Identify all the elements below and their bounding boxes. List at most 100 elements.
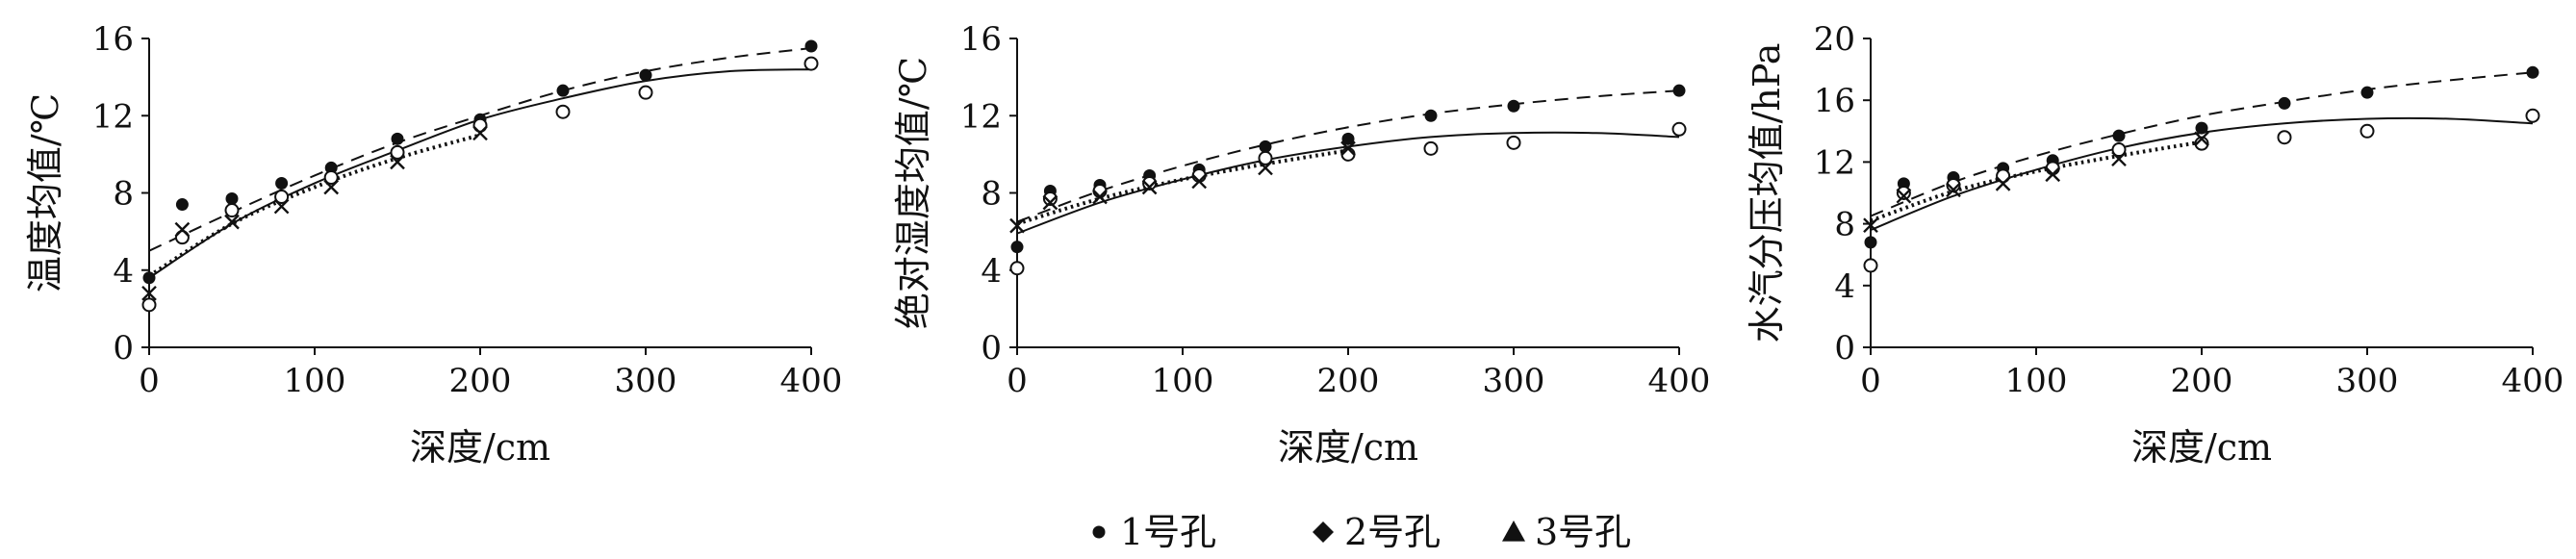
y-tick-label: 0 [113,329,134,368]
data-point-cross [174,221,191,238]
trend-line-dashed [148,47,812,252]
data-point-filled-circle [275,176,289,190]
trend-line-dotted [147,133,481,278]
x-tick-label: 300 [615,362,677,400]
data-point-open-circle [803,56,819,71]
data-point-filled-circle [639,68,652,82]
data-point-filled-circle [324,161,338,174]
y-tick-label: 4 [1834,267,1855,306]
x-tick-label: 100 [1152,362,1214,400]
x-tick-label: 0 [1860,362,1881,400]
legend-label: 2号孔 [1344,511,1441,553]
data-point-open-circle [323,169,339,185]
data-point-cross [472,125,488,141]
data-point-cross [390,154,405,170]
data-point-open-circle [141,297,157,313]
x-tick-label: 200 [2171,362,2233,400]
y-tick-label: 12 [960,97,1002,136]
data-point-open-circle [1671,121,1687,137]
y-tick-label: 16 [1814,82,1855,120]
legend-label: 3号孔 [1535,511,1631,553]
data-point-open-circle [555,104,571,119]
chart-panel-3: 0 100 200 300 400 0 4 8 12 16 20 深度/cm 水汽分压均值/hPa [1746,20,2563,469]
data-point-cross [1092,189,1108,205]
data-point-open-circle [1042,191,1058,207]
legend-item: 1号孔 [1092,511,1216,553]
data-point-cross [323,179,340,195]
x-tick-label: 400 [1648,362,1711,400]
data-point-open-circle [1863,258,1878,273]
y-tick-label: 16 [960,20,1002,59]
data-point-filled-circle [391,132,404,145]
data-point-open-circle [1423,140,1439,156]
y-tick-label: 8 [1834,206,1855,244]
data-point-cross [1141,179,1158,195]
data-point-filled-circle [1672,84,1686,97]
data-point-cross [2111,151,2127,167]
x-tick-label: 0 [1007,362,1028,400]
data-point-cross [224,214,240,230]
trend-line-dotted [1016,148,1349,226]
trend-line-solid [148,68,812,279]
data-point-cross [2045,166,2061,183]
data-point-cross [1258,160,1273,176]
x-tick-label: 300 [1483,362,1545,400]
y-tick-label: 8 [981,175,1002,214]
data-point-filled-circle [1259,140,1272,153]
x-tick-label: 100 [284,362,346,400]
y-tick-label: 8 [113,175,134,214]
chart-panel-1: 0 100 200 300 400 0 4 8 12 16 深度/cm 温度均值/℃ [24,20,842,469]
x-axis-title: 深度/cm [410,426,550,469]
data-point-open-circle [2277,130,2292,145]
data-point-filled-circle [556,84,570,97]
data-point-cross [141,285,157,301]
data-point-cross [1946,182,1961,198]
legend-marker-filled-circle [1092,525,1106,539]
data-point-filled-circle [225,192,239,206]
y-axis-title: 绝对湿度均值/℃ [892,57,934,329]
y-tick-label: 20 [1814,20,1855,59]
data-point-filled-circle [2360,86,2374,99]
x-tick-label: 300 [2336,362,2399,400]
y-tick-label: 0 [1834,329,1855,368]
legend-label: 1号孔 [1120,511,1216,553]
data-point-filled-circle [2278,96,2291,110]
y-tick-label: 4 [981,252,1002,291]
trend-line-dashed [1870,71,2534,217]
x-axis-title: 深度/cm [2131,426,2272,469]
x-tick-label: 400 [2502,362,2564,400]
data-point-cross [1009,217,1025,234]
data-point-cross [1896,188,1912,204]
data-point-open-circle [274,190,290,205]
data-point-filled-circle [2112,129,2126,142]
data-point-filled-circle [1864,236,1877,249]
x-tick-label: 0 [139,362,160,400]
x-tick-label: 100 [2005,362,2068,400]
data-point-open-circle [1506,135,1521,150]
data-point-filled-circle [1424,109,1438,122]
y-tick-label: 12 [1814,143,1855,182]
y-tick-label: 16 [92,20,134,59]
data-point-open-circle [1258,150,1273,165]
data-point-cross [1191,173,1208,190]
data-point-open-circle [224,203,240,218]
data-point-filled-circle [1010,241,1024,254]
y-tick-label: 12 [92,97,134,136]
data-point-filled-circle [1341,132,1355,145]
data-point-open-circle [2045,161,2060,176]
data-point-cross [273,198,290,215]
data-point-filled-circle [1507,99,1520,113]
legend-item: 2号孔 [1313,511,1441,553]
data-point-open-circle [1896,186,1911,200]
y-tick-label: 4 [113,252,134,291]
data-point-open-circle [2359,123,2375,139]
data-point-cross [1340,140,1356,157]
data-point-cross [2194,131,2209,147]
data-point-filled-circle [804,39,818,53]
data-point-cross [1995,176,2011,191]
trend-line-dashed [1016,89,1680,223]
data-point-open-circle [2111,142,2127,158]
legend-marker-filled-triangle [1502,521,1525,542]
